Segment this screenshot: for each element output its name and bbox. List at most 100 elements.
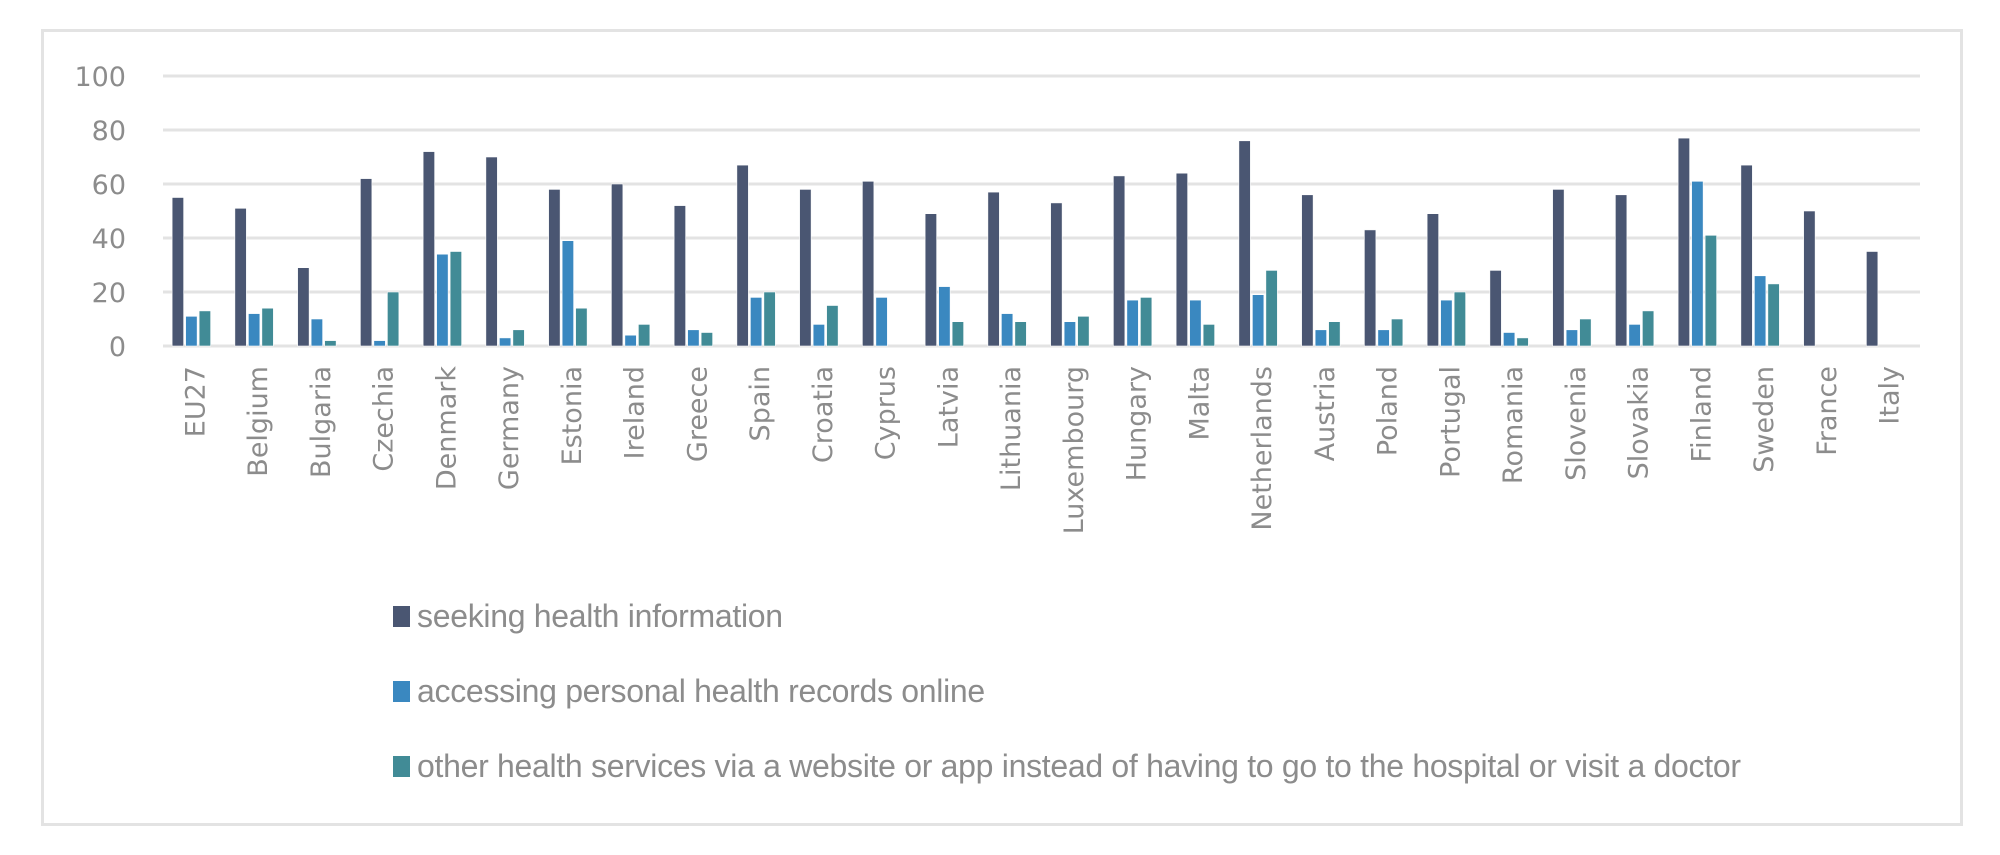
bar [1579, 318, 1592, 347]
x-axis-labels: EU27 Belgium Bulgaria Czechia Denmark Germany… [180, 366, 1905, 535]
bar [1704, 235, 1717, 347]
bar [938, 286, 951, 347]
x-tick-label: France [1812, 366, 1843, 456]
x-tick-label: Italy [1875, 366, 1906, 425]
bar-group-france [1803, 210, 1816, 347]
x-tick-label: Malta [1184, 366, 1215, 440]
chart-frame [41, 29, 1963, 826]
bar [1140, 297, 1153, 347]
x-tick-label: Romania [1498, 366, 1529, 484]
bar [297, 267, 310, 347]
bar [373, 340, 386, 347]
legend-item-seeking-health-information: seeking health information [393, 598, 783, 635]
bar-group-croatia [799, 189, 839, 347]
bar-group-hungary [1113, 175, 1153, 347]
legend-swatch [393, 756, 410, 777]
bar [687, 329, 700, 347]
bar [234, 208, 247, 347]
bar [1489, 270, 1502, 347]
y-tick-label: 80 [92, 116, 126, 147]
y-tick-label: 100 [74, 62, 126, 93]
bar [1740, 164, 1753, 347]
bar [387, 291, 400, 347]
legend-label: accessing personal health records online [417, 673, 985, 709]
x-tick-label: EU27 [180, 366, 211, 437]
bar [185, 315, 198, 347]
bar [1314, 329, 1327, 347]
bar [1440, 299, 1453, 347]
bar-group-greece [673, 205, 713, 347]
legend-label: other health services via a website or a… [417, 748, 1741, 784]
bar-group-latvia [924, 213, 964, 347]
x-tick-label: Slovakia [1624, 366, 1655, 479]
bar [1767, 283, 1780, 347]
bar [499, 337, 512, 347]
x-tick-label: Cyprus [871, 366, 902, 460]
x-tick-label: Denmark [431, 366, 462, 490]
y-tick-label: 60 [92, 170, 126, 201]
bar [1175, 172, 1188, 347]
x-tick-label: Finland [1686, 366, 1717, 462]
bar [1628, 324, 1641, 347]
bar [171, 197, 184, 347]
x-tick-label: Belgium [243, 366, 274, 477]
bar [449, 251, 462, 347]
bar [1803, 210, 1816, 347]
bar [324, 340, 337, 347]
bar-group-belgium [234, 208, 274, 347]
x-tick-label: Greece [682, 366, 713, 462]
bar [1691, 181, 1704, 347]
legend-swatch [393, 606, 410, 627]
bar [1552, 189, 1565, 347]
bar-group-estonia [548, 189, 588, 347]
bar-group-spain [736, 164, 776, 347]
bar [1050, 202, 1063, 347]
bar [360, 178, 373, 347]
x-tick-label: Poland [1373, 366, 1404, 456]
bar [1014, 321, 1027, 347]
bar [1677, 137, 1690, 347]
x-tick-label: Portugal [1435, 366, 1466, 478]
bars [171, 137, 1879, 347]
bar [1001, 313, 1014, 347]
bar [1565, 329, 1578, 347]
y-axis-ticks: 0 20 40 60 80 100 [74, 62, 126, 363]
bar [422, 151, 435, 347]
bar [1642, 310, 1655, 347]
bar-group-austria [1301, 194, 1341, 347]
bar [812, 324, 825, 347]
bar [951, 321, 964, 347]
bar-group-poland [1364, 229, 1404, 347]
bar [673, 205, 686, 347]
legend-swatch [393, 681, 410, 702]
bar-group-slovenia [1552, 189, 1592, 347]
y-tick-label: 0 [109, 332, 126, 363]
bar [611, 183, 624, 347]
bar-group-czechia [360, 178, 400, 347]
bar [924, 213, 937, 347]
bar [575, 307, 588, 347]
bar-group-lithuania [987, 191, 1027, 347]
x-tick-label: Sweden [1749, 366, 1780, 473]
bar-group-eu27 [171, 197, 211, 347]
bar-group-finland [1677, 137, 1717, 347]
bar [987, 191, 1000, 347]
bar-group-sweden [1740, 164, 1780, 347]
x-tick-label: Netherlands [1247, 366, 1278, 531]
bar [248, 313, 261, 347]
x-tick-label: Latvia [933, 366, 964, 448]
bar [799, 189, 812, 347]
bar-group-romania [1489, 270, 1529, 347]
x-tick-label: Estonia [557, 366, 588, 465]
bar [310, 318, 323, 347]
x-tick-label: Germany [494, 366, 525, 490]
x-tick-label: Ireland [620, 366, 651, 459]
legend-item-accessing-personal-health-records: accessing personal health records online [393, 673, 985, 710]
bar [485, 156, 498, 347]
bar-group-netherlands [1238, 140, 1278, 347]
x-tick-label: Czechia [369, 366, 400, 472]
x-tick-label: Hungary [1122, 366, 1153, 481]
bar-group-cyprus [862, 181, 888, 347]
bar-group-luxembourg [1050, 202, 1090, 347]
